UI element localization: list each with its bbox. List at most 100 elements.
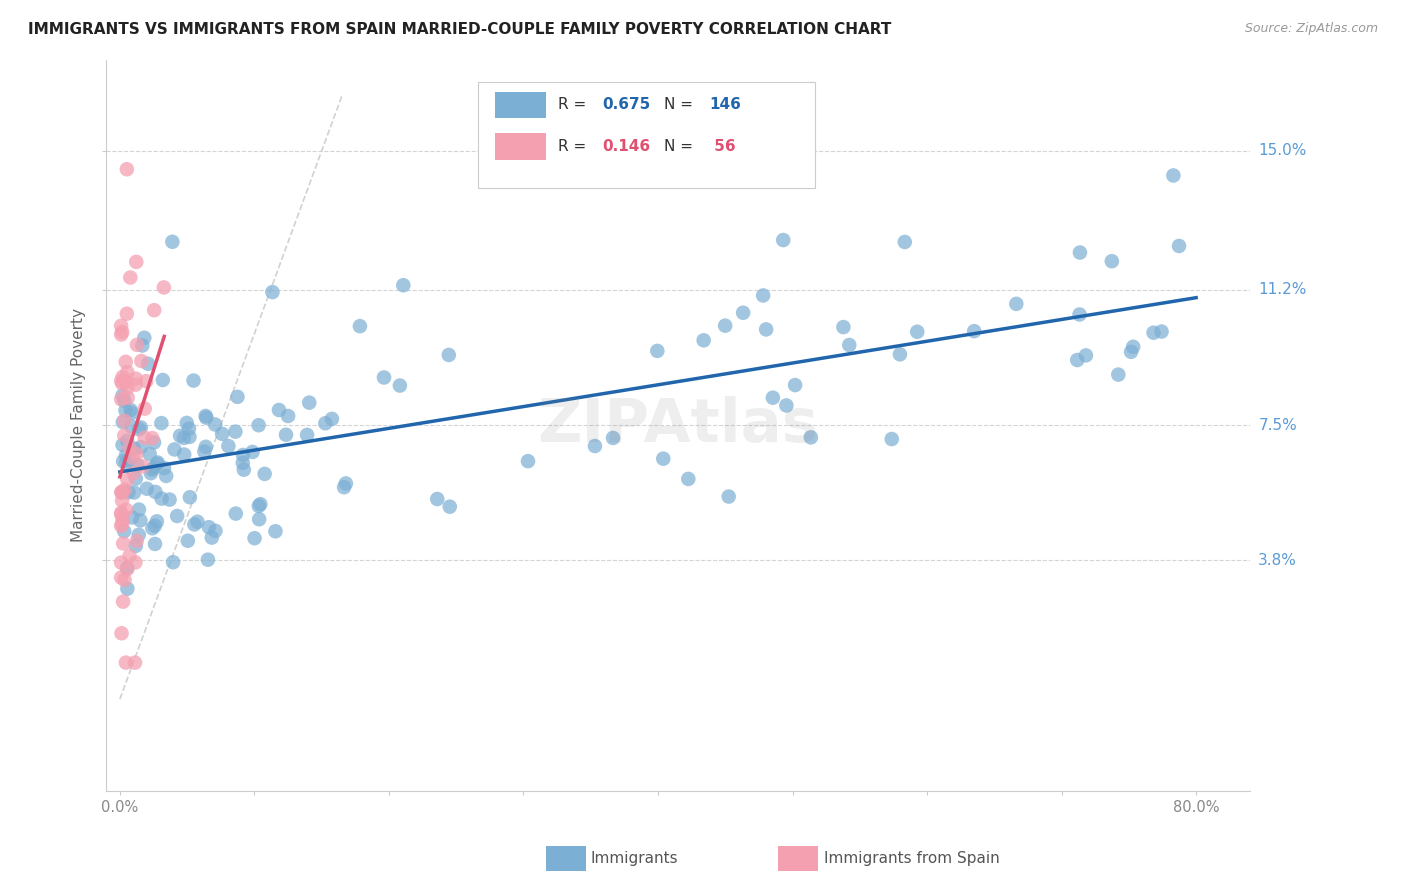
Point — [122, 466, 145, 480]
Point — [226, 390, 249, 404]
Point — [183, 374, 205, 388]
Point — [121, 510, 143, 524]
Point — [153, 280, 176, 294]
Text: Source: ZipAtlas.com: Source: ZipAtlas.com — [1244, 22, 1378, 36]
Text: R =: R = — [558, 97, 591, 112]
Point — [143, 518, 166, 533]
Point — [135, 374, 157, 388]
Point — [652, 451, 675, 466]
Point — [153, 461, 176, 475]
Point — [117, 365, 139, 379]
Point — [124, 377, 146, 392]
Point — [110, 485, 132, 500]
Point — [112, 454, 135, 468]
FancyBboxPatch shape — [495, 92, 546, 118]
Point — [134, 401, 156, 416]
Point — [127, 458, 149, 473]
Point — [785, 378, 807, 392]
Point — [110, 318, 132, 333]
Point — [179, 490, 201, 504]
Point — [112, 524, 135, 539]
Point — [177, 421, 200, 435]
Point — [120, 270, 142, 285]
Point — [772, 233, 794, 247]
Point — [115, 307, 138, 321]
Point — [120, 419, 142, 434]
Point — [128, 422, 150, 436]
Point — [752, 288, 775, 302]
Point — [1069, 245, 1091, 260]
Point — [141, 521, 163, 535]
Point — [118, 453, 141, 467]
Point — [1150, 325, 1173, 339]
Point — [314, 417, 336, 431]
Point — [267, 403, 290, 417]
Point — [242, 445, 264, 459]
FancyBboxPatch shape — [495, 134, 546, 160]
Point — [224, 425, 246, 439]
Point — [295, 428, 318, 442]
Point — [262, 285, 284, 299]
Point — [129, 420, 152, 434]
Point — [128, 502, 150, 516]
Point — [139, 466, 162, 480]
Point — [176, 416, 198, 430]
Text: R =: R = — [558, 139, 591, 154]
FancyBboxPatch shape — [478, 81, 815, 187]
Point — [112, 393, 135, 408]
Point — [115, 162, 138, 177]
Text: 56: 56 — [709, 139, 735, 154]
Text: Immigrants from Spain: Immigrants from Spain — [824, 852, 1000, 866]
Point — [114, 573, 136, 587]
Point — [889, 347, 911, 361]
Point — [253, 467, 276, 481]
Point — [173, 431, 195, 445]
Point — [125, 255, 148, 269]
Point — [118, 441, 141, 455]
Point — [111, 376, 134, 391]
Point — [134, 431, 156, 445]
Point — [132, 459, 155, 474]
Text: 0.146: 0.146 — [603, 139, 651, 154]
Point — [146, 457, 169, 471]
Point — [111, 388, 134, 402]
Point — [517, 454, 540, 468]
Point — [110, 327, 132, 342]
Point — [194, 440, 217, 454]
Point — [143, 460, 166, 475]
Point — [115, 434, 138, 448]
Point — [115, 375, 138, 389]
Point — [193, 444, 215, 458]
Point — [217, 439, 239, 453]
Point — [162, 555, 184, 569]
Point — [111, 438, 134, 452]
Point — [349, 319, 371, 334]
Point — [714, 318, 737, 333]
Point — [277, 409, 299, 423]
Point — [110, 570, 132, 584]
Point — [134, 331, 156, 345]
Point — [143, 537, 166, 551]
Point — [111, 512, 134, 526]
Point — [186, 515, 208, 529]
Point — [111, 369, 134, 384]
Point — [183, 517, 205, 532]
Text: 7.5%: 7.5% — [1258, 417, 1296, 433]
Point — [117, 473, 139, 487]
Point — [211, 426, 233, 441]
Point — [243, 531, 266, 545]
Point — [204, 417, 226, 432]
Point — [169, 429, 191, 443]
Point — [115, 656, 138, 670]
Point — [333, 480, 356, 494]
Point — [1163, 169, 1185, 183]
Point — [733, 306, 755, 320]
Point — [135, 482, 157, 496]
Point — [117, 391, 139, 405]
Point — [762, 391, 785, 405]
Point — [201, 531, 224, 545]
Point — [894, 235, 917, 249]
Point — [426, 491, 449, 506]
Point — [177, 533, 200, 548]
Point — [143, 303, 166, 318]
